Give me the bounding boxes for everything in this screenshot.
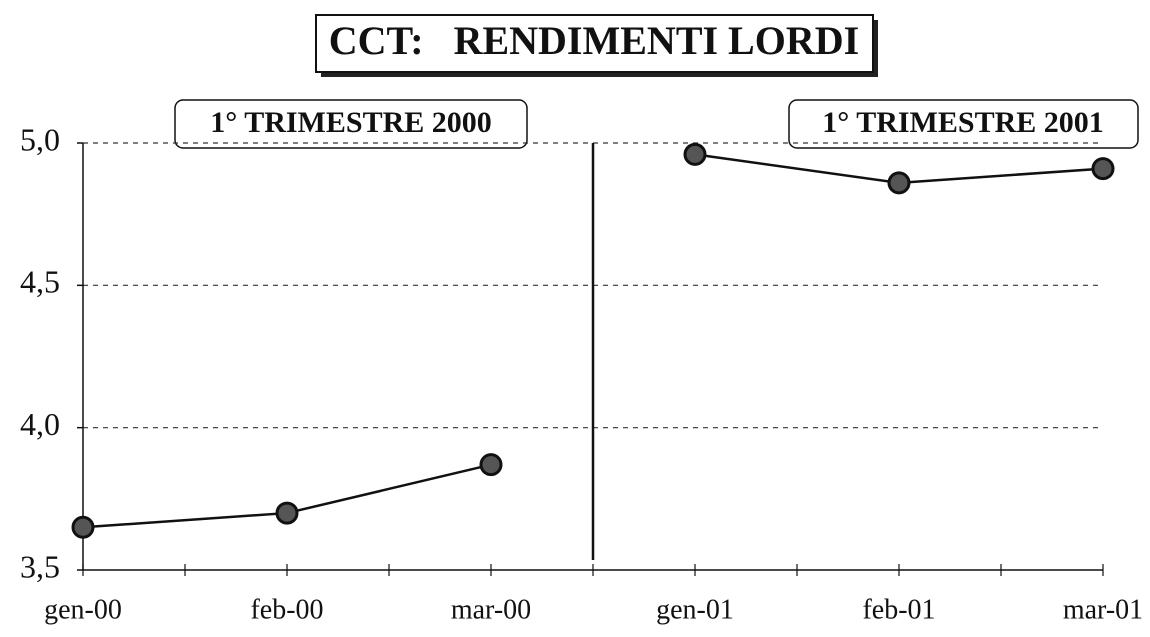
x-tick-label: mar-01: [1063, 594, 1143, 625]
y-tick-label: 3,5: [20, 548, 60, 584]
point: [887, 171, 911, 195]
point: [275, 501, 299, 525]
x-tick-label: feb-01: [862, 594, 935, 625]
point: [1091, 157, 1115, 181]
point: [479, 453, 503, 477]
point: [683, 142, 707, 166]
point: [71, 515, 95, 539]
title-box: [315, 14, 874, 73]
panel-label-box: [788, 99, 1139, 149]
x-tick-label: gen-00: [44, 594, 122, 625]
panel-label: 1° TRIMESTRE 2001: [822, 106, 1104, 139]
y-tick-label: 4,0: [20, 406, 60, 442]
y-tick-label: 5,0: [20, 121, 60, 157]
x-tick-label: feb-00: [250, 594, 323, 625]
x-tick-label: gen-01: [656, 594, 734, 625]
y-tick-label: 4,5: [20, 264, 60, 300]
panel-label: 1° TRIMESTRE 2000: [210, 106, 492, 139]
x-tick-label: mar-00: [451, 594, 531, 625]
chart-title: CCT: RENDIMENTI LORDI: [329, 18, 859, 63]
panel-label-box: [174, 99, 528, 149]
